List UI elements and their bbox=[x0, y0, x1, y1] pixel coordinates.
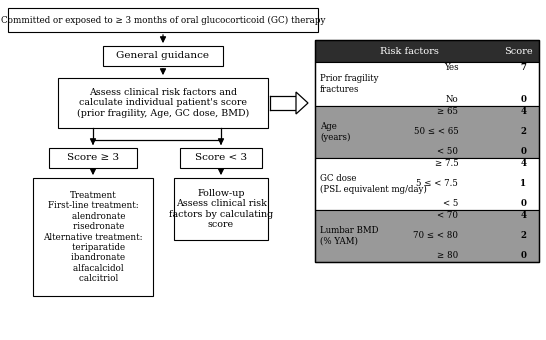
Text: Risk factors: Risk factors bbox=[379, 47, 438, 55]
Bar bbox=[315, 158, 539, 210]
Text: Score: Score bbox=[505, 47, 533, 55]
Bar bbox=[49, 148, 137, 168]
Text: 5 ≤ < 7.5: 5 ≤ < 7.5 bbox=[417, 180, 458, 188]
Text: < 70: < 70 bbox=[437, 211, 458, 221]
Text: Committed or exposed to ≥ 3 months of oral glucocorticoid (GC) therapy: Committed or exposed to ≥ 3 months of or… bbox=[1, 15, 325, 24]
Bar bbox=[174, 178, 268, 240]
Bar bbox=[58, 78, 268, 128]
Text: 50 ≤ < 65: 50 ≤ < 65 bbox=[414, 128, 458, 136]
Text: Yes: Yes bbox=[444, 64, 458, 72]
Bar bbox=[103, 46, 223, 66]
Text: 70 ≤ < 80: 70 ≤ < 80 bbox=[413, 232, 458, 240]
Bar bbox=[315, 210, 539, 262]
Text: 2: 2 bbox=[520, 128, 526, 136]
Polygon shape bbox=[296, 92, 308, 114]
Text: Score ≥ 3: Score ≥ 3 bbox=[67, 153, 119, 163]
Text: 0: 0 bbox=[520, 96, 526, 104]
Text: 1: 1 bbox=[520, 180, 526, 188]
Text: 2: 2 bbox=[520, 232, 526, 240]
Bar bbox=[270, 97, 296, 109]
Text: ≥ 65: ≥ 65 bbox=[437, 107, 458, 117]
Text: Assess clinical risk factors and
calculate individual patient's score
(prior fra: Assess clinical risk factors and calcula… bbox=[77, 88, 249, 118]
Bar bbox=[315, 62, 539, 106]
Text: ≥ 7.5: ≥ 7.5 bbox=[435, 159, 458, 169]
Text: < 5: < 5 bbox=[443, 200, 458, 208]
Text: Follow-up
Assess clinical risk
factors by calculating
score: Follow-up Assess clinical risk factors b… bbox=[169, 189, 273, 229]
Text: Treatment
First-line treatment:
    alendronate
    risedronate
Alternative trea: Treatment First-line treatment: alendron… bbox=[43, 191, 143, 283]
Bar bbox=[180, 148, 262, 168]
Bar bbox=[315, 40, 539, 62]
Bar bbox=[8, 8, 318, 32]
Text: 0: 0 bbox=[520, 252, 526, 260]
Text: 4: 4 bbox=[520, 159, 526, 169]
Text: 4: 4 bbox=[520, 107, 526, 117]
Text: < 50: < 50 bbox=[437, 148, 458, 156]
Bar bbox=[33, 178, 153, 296]
Text: Lumbar BMD
(% YAM): Lumbar BMD (% YAM) bbox=[320, 226, 378, 246]
Text: GC dose
(PSL equivalent mg/day): GC dose (PSL equivalent mg/day) bbox=[320, 174, 427, 194]
Text: General guidance: General guidance bbox=[116, 51, 210, 61]
Text: Score < 3: Score < 3 bbox=[195, 153, 247, 163]
Text: ≥ 80: ≥ 80 bbox=[437, 252, 458, 260]
Bar bbox=[315, 40, 539, 262]
Text: No: No bbox=[446, 96, 458, 104]
Text: 0: 0 bbox=[520, 148, 526, 156]
Text: Prior fragility
fractures: Prior fragility fractures bbox=[320, 74, 378, 94]
Bar bbox=[315, 106, 539, 158]
Text: Age
(years): Age (years) bbox=[320, 122, 351, 142]
Text: 4: 4 bbox=[520, 211, 526, 221]
Text: 0: 0 bbox=[520, 200, 526, 208]
Text: 7: 7 bbox=[520, 64, 526, 72]
